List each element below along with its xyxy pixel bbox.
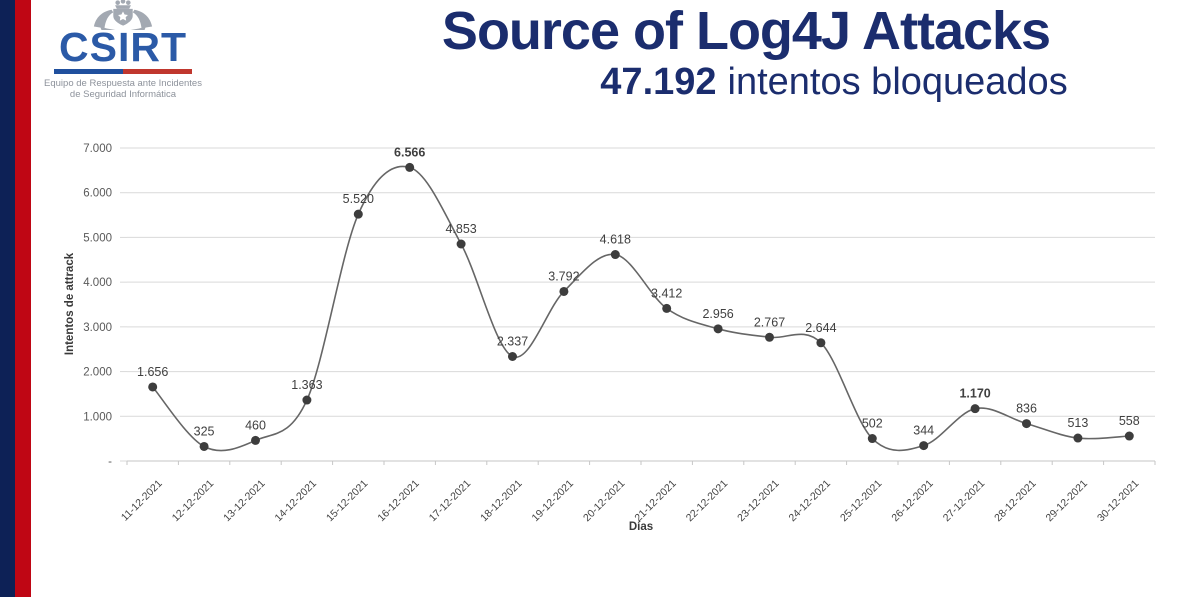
data-point-label: 460 <box>245 418 266 432</box>
subtitle-label: intentos bloqueados <box>727 61 1068 103</box>
x-tick-label: 18-12-2021 <box>478 478 525 525</box>
x-tick-label: 23-12-2021 <box>735 478 782 525</box>
data-point-label: 558 <box>1119 414 1140 428</box>
x-tick-label: 14-12-2021 <box>273 478 320 525</box>
data-point-label: 3.412 <box>651 286 682 300</box>
x-tick-label: 13-12-2021 <box>221 478 268 525</box>
data-point-marker <box>251 435 260 445</box>
x-tick-label: 11-12-2021 <box>119 478 165 524</box>
x-tick-label: 27-12-2021 <box>941 478 988 525</box>
page-header: Source of Log4J Attacks 47.192 intentos b… <box>340 2 1152 104</box>
data-point-marker <box>148 382 158 392</box>
y-axis-title: Intentos de attrack <box>64 252 76 355</box>
subtitle-count: 47.192 <box>600 61 717 103</box>
series-line <box>152 165 1130 452</box>
data-point-marker <box>970 404 980 414</box>
x-tick-label: 22-12-2021 <box>684 478 731 525</box>
data-point-label: 2.644 <box>805 321 836 335</box>
data-point-marker <box>1073 433 1083 443</box>
data-point-label: 502 <box>862 417 883 431</box>
logo-tagline-line1: Equipo de Respuesta ante Incidentes <box>44 78 202 89</box>
logo-underline-bar <box>54 69 192 74</box>
data-point-label: 325 <box>194 424 215 438</box>
x-tick-label: 24-12-2021 <box>787 478 834 525</box>
data-point-label: 2.767 <box>754 315 785 329</box>
x-tick-label: 20-12-2021 <box>581 478 628 525</box>
y-tick-label: 7.000 <box>83 143 112 155</box>
data-point-label: 6.566 <box>394 145 425 159</box>
csirt-logo: CSIRT Equipo de Respuesta ante Incidente… <box>41 0 205 100</box>
y-tick-label: - <box>108 456 112 468</box>
data-point-marker <box>456 239 466 249</box>
line-chart: - 1.000 2.000 3.000 4.000 5.000 6.000 7.000 11-1… <box>0 122 1200 600</box>
data-point-marker <box>559 286 569 296</box>
data-point-marker <box>867 434 877 444</box>
x-tick-label: 16-12-2021 <box>375 478 422 525</box>
data-point-marker <box>353 209 363 219</box>
data-point-marker <box>816 338 826 348</box>
x-tick-label: 17-12-2021 <box>427 478 474 525</box>
x-tick-label: 21-12-2021 <box>632 478 679 525</box>
x-tick-label: 28-12-2021 <box>992 478 1039 525</box>
page-title: Source of Log4J Attacks <box>441 1 1051 61</box>
page-subtitle: 47.192 intentos bloqueados <box>428 60 1200 104</box>
data-point-label: 4.618 <box>600 233 631 247</box>
data-point-label: 344 <box>913 424 934 438</box>
y-tick-label: 3.000 <box>83 322 112 334</box>
coat-of-arms-icon <box>93 0 153 30</box>
y-tick-label: 1.000 <box>83 411 112 423</box>
data-point-marker <box>508 352 517 362</box>
logo-bar-blue <box>54 69 123 74</box>
data-point-marker <box>765 332 774 342</box>
x-tick-label: 30-12-2021 <box>1095 478 1142 525</box>
data-point-marker <box>919 441 929 451</box>
data-point-marker <box>713 324 723 334</box>
data-point-label: 4.853 <box>445 222 476 236</box>
data-point-marker <box>662 303 672 313</box>
logo-tagline-line2: de Seguridad Informática <box>69 89 177 100</box>
chart-svg: - 1.000 2.000 3.000 4.000 5.000 6.000 7.000 11-1… <box>64 143 1156 533</box>
left-stripe-navy <box>0 0 15 597</box>
data-point-label: 1.363 <box>291 378 322 392</box>
x-tick-label: 26-12-2021 <box>889 478 936 525</box>
y-tick-label: 5.000 <box>83 232 112 244</box>
data-point-marker <box>199 441 209 451</box>
data-point-label: 1.656 <box>137 365 168 379</box>
left-stripe-red <box>15 0 31 597</box>
data-point-marker <box>405 162 415 172</box>
y-tick-label: 6.000 <box>83 188 112 200</box>
logo-bar-red <box>123 69 192 74</box>
x-tick-label: 15-12-2021 <box>324 478 371 525</box>
x-tick-label: 25-12-2021 <box>838 478 885 525</box>
x-axis-title: Días <box>629 521 653 533</box>
data-point-marker <box>1124 431 1134 441</box>
data-point-label: 1.170 <box>959 387 990 401</box>
y-tick-label: 4.000 <box>83 277 112 289</box>
data-point-marker <box>610 250 620 260</box>
x-tick-label: 19-12-2021 <box>530 478 577 525</box>
x-tick-label: 12-12-2021 <box>170 478 217 525</box>
data-point-label: 513 <box>1067 416 1088 430</box>
x-tick-label: 29-12-2021 <box>1044 478 1091 525</box>
data-point-label: 2.956 <box>702 307 733 321</box>
data-point-label: 836 <box>1016 402 1037 416</box>
y-tick-label: 2.000 <box>83 367 112 379</box>
data-point-marker <box>1022 419 1031 429</box>
data-point-marker <box>302 395 312 405</box>
data-point-label: 5.520 <box>343 192 374 206</box>
data-point-label: 2.337 <box>497 335 528 349</box>
data-point-label: 3.792 <box>548 269 579 283</box>
logo-text: CSIRT <box>59 24 187 70</box>
